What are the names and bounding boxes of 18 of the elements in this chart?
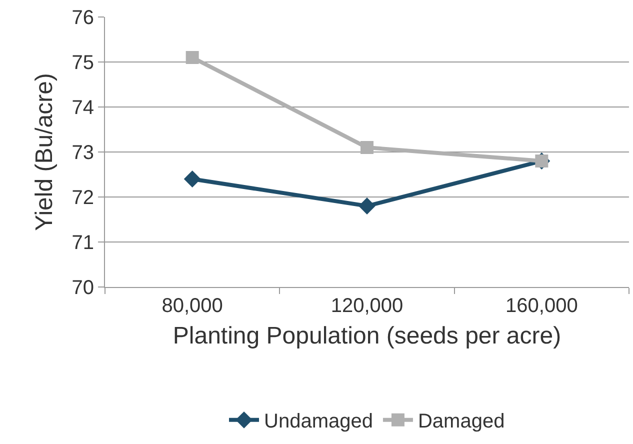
y-tick-label: 75 <box>72 52 94 74</box>
legend-label: Undamaged <box>264 410 373 433</box>
y-tick-label: 74 <box>72 97 94 119</box>
x-tick-label: 160,000 <box>506 295 578 317</box>
point <box>184 170 201 188</box>
x-tick-label: 80,000 <box>162 295 223 317</box>
point <box>186 51 199 64</box>
legend-label: Damaged <box>418 410 505 433</box>
point <box>360 141 374 154</box>
x-axis-title: Planting Population (seeds per acre) <box>172 322 562 350</box>
point <box>358 198 376 214</box>
y-tick-label: 71 <box>72 232 94 254</box>
y-tick-label: 73 <box>72 142 94 164</box>
y-tick-label: 72 <box>72 187 94 209</box>
y-axis-title: Yield (Bu/acre) <box>30 73 58 231</box>
y-tick-label: 70 <box>72 277 94 299</box>
y-tick-label: 76 <box>72 7 94 29</box>
x-tick-label: 120,000 <box>330 295 404 317</box>
